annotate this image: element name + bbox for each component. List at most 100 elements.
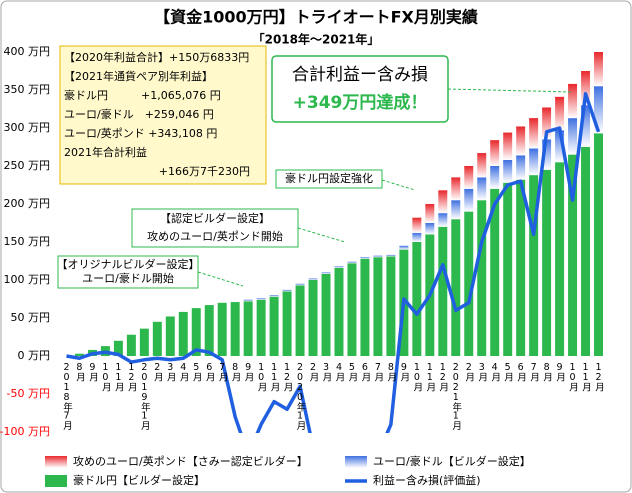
bar — [477, 177, 487, 201]
info-line: 豪ドル円 +1,065,076 円 — [64, 88, 221, 102]
bar — [282, 291, 292, 356]
x-tick-label: 12月 — [593, 362, 605, 392]
y-tick-label: 350 万円 — [4, 83, 51, 96]
bar — [152, 321, 162, 356]
bar — [477, 153, 487, 178]
info-line: 【2020年利益合計】+150万6833円 — [64, 50, 249, 64]
x-tick-label: 6月 — [515, 362, 527, 382]
bar — [360, 258, 370, 356]
bar — [412, 232, 422, 242]
info-line: +166万7千230円 — [159, 165, 250, 178]
x-tick-label: 8月 — [385, 362, 397, 382]
bar — [568, 83, 578, 119]
bar — [503, 182, 513, 356]
bar — [256, 298, 266, 300]
info-box — [59, 45, 267, 185]
y-tick-label: 150 万円 — [4, 235, 51, 248]
bar — [594, 86, 603, 134]
bar — [529, 175, 539, 356]
bar — [243, 299, 253, 302]
x-tick-label: 10月 — [567, 362, 579, 392]
x-tick-label: 9月 — [398, 362, 410, 382]
y-tick-label: -100 万円 — [0, 425, 50, 438]
bar — [529, 148, 539, 176]
x-tick-label: 6月 — [204, 362, 216, 382]
bar — [490, 188, 500, 356]
x-tick-label: 3月 — [476, 362, 488, 382]
y-tick-label: -50 万円 — [7, 387, 50, 400]
bar — [295, 283, 305, 286]
x-tick-label: 5月 — [191, 362, 203, 382]
bar — [438, 226, 448, 356]
x-tick-label: 9月 — [554, 362, 566, 382]
bar — [386, 254, 396, 257]
bar — [555, 96, 565, 131]
bar — [230, 302, 240, 356]
bar — [373, 255, 383, 258]
bar — [594, 52, 603, 87]
x-tick-label: 9月 — [243, 362, 255, 382]
callout-line: +349万円達成！ — [293, 92, 428, 113]
bar — [425, 223, 435, 235]
bar — [529, 118, 539, 149]
plot — [66, 52, 603, 433]
bar — [516, 179, 526, 356]
x-tick-label: 2月 — [463, 362, 475, 382]
arrow — [197, 271, 244, 287]
annotation-box — [57, 255, 199, 289]
x-tick-label: 3月 — [165, 362, 177, 382]
bar — [308, 280, 318, 356]
x-tick-label: 4月 — [178, 362, 190, 382]
legend-swatch — [45, 475, 67, 487]
bar — [256, 299, 266, 356]
bar — [373, 257, 383, 356]
x-tick-label: 2020年1月 — [295, 362, 307, 431]
info-line: 2021年合計利益 — [64, 145, 147, 159]
legend-label: 利益ー含み損(評価益) — [373, 473, 481, 487]
bar — [204, 305, 214, 356]
info-line: ユーロ/豪ドル +259,046 円 — [64, 107, 214, 121]
x-tick-label: 6月 — [359, 362, 371, 382]
bar — [295, 285, 305, 356]
bar — [555, 130, 565, 163]
bar — [464, 188, 474, 212]
x-tick-label: 12月 — [437, 362, 449, 392]
bar — [542, 107, 552, 140]
annotation: 攻めのユーロ/英ポンド開始 — [147, 229, 283, 243]
annotation-box — [275, 169, 383, 189]
x-tick-label: 10月 — [100, 362, 112, 392]
bar — [334, 267, 344, 356]
bar — [178, 311, 188, 356]
annotation: 豪ドル円設定強化 — [285, 171, 373, 185]
bar — [581, 147, 591, 356]
y-tick-label: 0 万円 — [18, 349, 51, 362]
x-tick-label: 2021年1月 — [450, 362, 462, 431]
x-tick-label: 11月 — [113, 362, 125, 392]
legend-label: 豪ドル円【ビルダー設定】 — [73, 473, 205, 487]
legend-swatch — [45, 456, 67, 468]
bar — [139, 328, 149, 356]
bar — [568, 154, 578, 356]
x-tick-label: 2月 — [308, 362, 320, 382]
bar — [269, 295, 279, 297]
x-tick-label: 7月 — [217, 362, 229, 382]
x-tick-label: 12月 — [282, 362, 294, 392]
bar — [503, 132, 513, 160]
legend-label: ユーロ/豪ドル【ビルダー設定】 — [373, 454, 531, 468]
x-tick-label: 7月 — [528, 362, 540, 382]
bar — [555, 162, 565, 356]
bar — [321, 273, 331, 356]
x-tick-label: 2019年1月 — [139, 362, 151, 431]
bar — [490, 140, 500, 166]
bar — [399, 245, 409, 250]
bar — [542, 169, 552, 356]
x-tick-label: 8月 — [230, 362, 242, 382]
bar — [464, 211, 474, 356]
x-tick-label: 7月 — [372, 362, 384, 382]
bar — [490, 166, 500, 189]
x-tick-label: 11月 — [580, 362, 592, 392]
bar — [451, 219, 461, 356]
info-line: 【2021年通貨ペア別年利益】 — [64, 69, 213, 83]
bar — [581, 105, 591, 147]
